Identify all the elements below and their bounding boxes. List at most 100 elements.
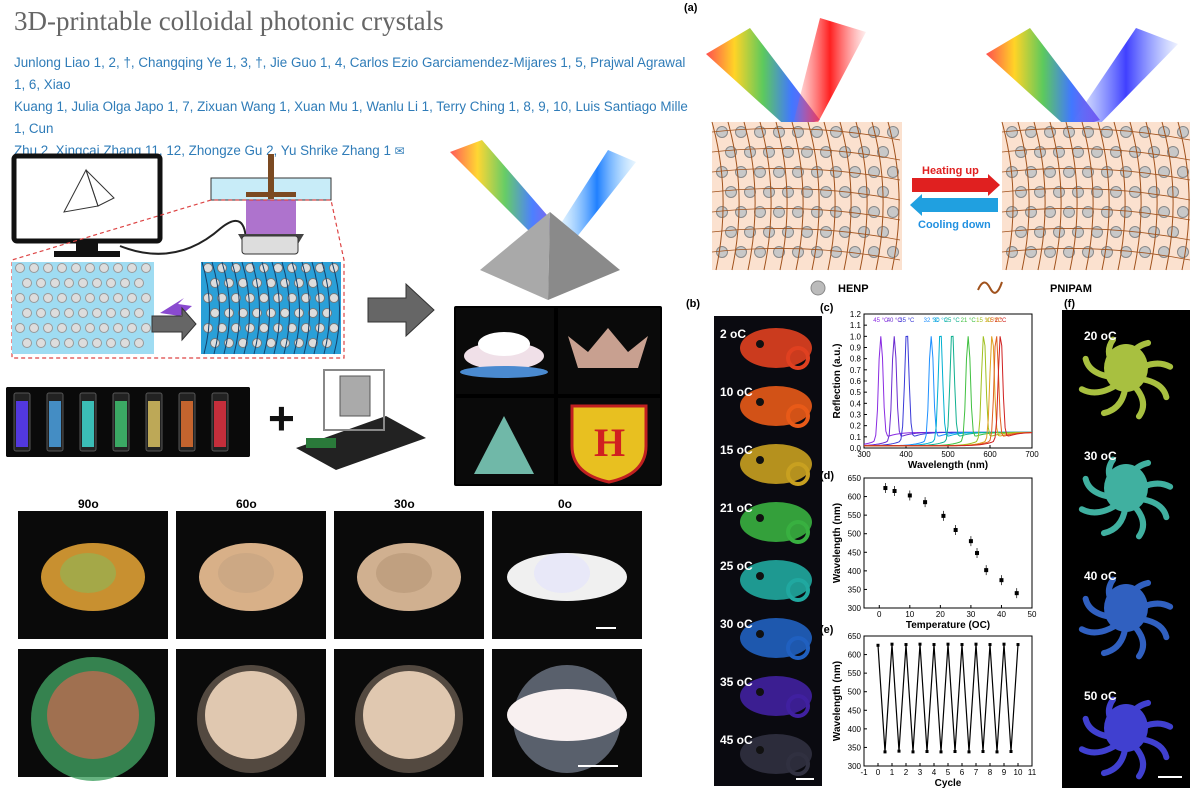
paper-title: 3D-printable colloidal photonic crystals [14,6,444,36]
ytick-c: 0.4 [850,399,862,408]
ytick-d: 350 [848,585,862,594]
ytick-d: 650 [848,474,862,483]
chameleon-photo-strip: 2 oC 10 oC 15 oC 21 oC 25 oC 30 oC 35 oC 45 oC [714,316,822,786]
point-e-3 [897,749,901,753]
bioprinter-icon [296,369,426,470]
angle-label-30: 30o [394,497,415,511]
chameleon-4 [740,560,812,600]
xtick-e: 1 [890,768,895,777]
point-e-8 [932,643,936,647]
chameleon-label-7: 45 oC [720,733,753,747]
point-e-18 [1002,642,1006,646]
authors-line-2[interactable]: Kuang 1, Julia Olga Japo 1, 7, Zixuan Wa… [14,99,688,136]
chameleon-2 [740,444,812,484]
point-e-16 [988,643,992,647]
point-e-17 [995,750,999,754]
vial-1 [49,401,61,447]
ytick-c: 1.0 [850,332,862,341]
point-e-19 [1009,750,1013,754]
chameleon-5 [740,618,812,658]
ytick-d: 450 [848,548,862,557]
series-label-c-10: 2 °C [995,318,1007,324]
xtick-e: 5 [946,768,951,777]
point-e-9 [939,750,943,754]
series-label-c-9: 5 °C [990,318,1002,324]
octopus-label-3: 50 oC [1084,689,1117,703]
xtick-e: 3 [918,768,923,777]
series-label-c-2: 35 °C [899,318,915,324]
chameleon-1 [740,386,812,426]
xtick-e: 6 [960,768,965,777]
xtick-c: 600 [983,450,997,459]
xtick-d: 10 [905,610,914,619]
point-e-10 [946,642,950,646]
ytick-c: 1.2 [850,310,862,319]
chameleon-3 [740,502,812,542]
author-list[interactable]: Junlong Liao 1, 2, †, Changqing Ye 1, 3,… [14,52,690,162]
ytick-c: 0.3 [850,411,862,420]
ytick-e: 550 [848,669,862,678]
chameleon-7 [740,734,812,774]
octopus-label-1: 30 oC [1084,449,1117,463]
plot-frame-d [863,477,1033,609]
octopus-2 [1104,584,1148,632]
heating-label: Heating up [922,165,979,177]
pyramid-reflection [450,140,636,300]
ytick-c: 0.5 [850,388,862,397]
xtick-d: 40 [997,610,1006,619]
series-label-c-8: 10 °C [985,318,1001,324]
vial-5 [181,401,193,447]
series-label-c-1: 40 °C [887,318,903,324]
xtick-e: 2 [904,768,909,777]
xtick-e: 8 [988,768,993,777]
octopus-label-2: 40 oC [1084,569,1117,583]
xtick-e: 10 [1014,768,1023,777]
point-e-6 [918,642,922,646]
series-label-c-7: 15 °C [976,318,992,324]
ylabel-e: Wavelength (nm) [832,661,843,741]
ytick-c: 0.2 [850,422,862,431]
chameleon-6 [740,676,812,716]
plot-frame-e [863,635,1033,767]
panel-a-label: (a) [684,2,698,14]
angle-label-90: 90o [78,497,99,511]
point-e-12 [960,643,964,647]
point-e-13 [967,750,971,754]
point-e-20 [1016,643,1020,647]
ytick-c: 0.0 [850,444,862,453]
ytick-c: 0.9 [850,344,862,353]
point-e-0 [876,643,880,647]
ylabel-c: Reflection (a.u.) [832,343,843,418]
xtick-e: 0 [876,768,881,777]
panel-f-label: (f) [1064,298,1075,310]
octopus-photo-strip: 20 oC 30 oC 40 oC 50 oC [1062,310,1190,788]
angle-photo-grid: 90o 60o 30o 0o [18,495,656,795]
xtick-e: 7 [974,768,979,777]
authors-line-1[interactable]: Junlong Liao 1, 2, †, Changqing Ye 1, 3,… [14,55,686,92]
ylabel-d: Wavelength (nm) [832,503,843,583]
ytick-e: 500 [848,688,862,697]
xtick-d: 50 [1028,610,1037,619]
envelope-icon[interactable]: ✉ [394,144,405,158]
ytick-d: 300 [848,604,862,613]
ytick-e: 450 [848,706,862,715]
ytick-e: 650 [848,632,862,641]
panel-e-label: (e) [820,624,834,636]
octopus-0 [1104,344,1148,392]
chameleon-label-0: 2 oC [720,327,746,341]
vial-6 [214,401,226,447]
charts-cde: 300 400 500 600 7000.00.10.20.30.40.50.60.70… [832,310,1039,789]
chameleon-label-3: 21 oC [720,501,753,515]
svg-text:+: + [268,392,295,444]
panel-b-label: (b) [686,298,701,310]
octopus-3 [1104,704,1148,752]
chameleon-0 [740,328,812,368]
chameleon-label-6: 35 oC [720,675,753,689]
xtick-d: 30 [966,610,975,619]
xtick-c: 500 [941,450,955,459]
xtick-d: 0 [877,610,882,619]
octopus-label-0: 20 oC [1084,329,1117,343]
svg-text:H: H [594,420,625,465]
panel-c-label: (c) [820,302,834,314]
ytick-c: 0.1 [850,433,862,442]
